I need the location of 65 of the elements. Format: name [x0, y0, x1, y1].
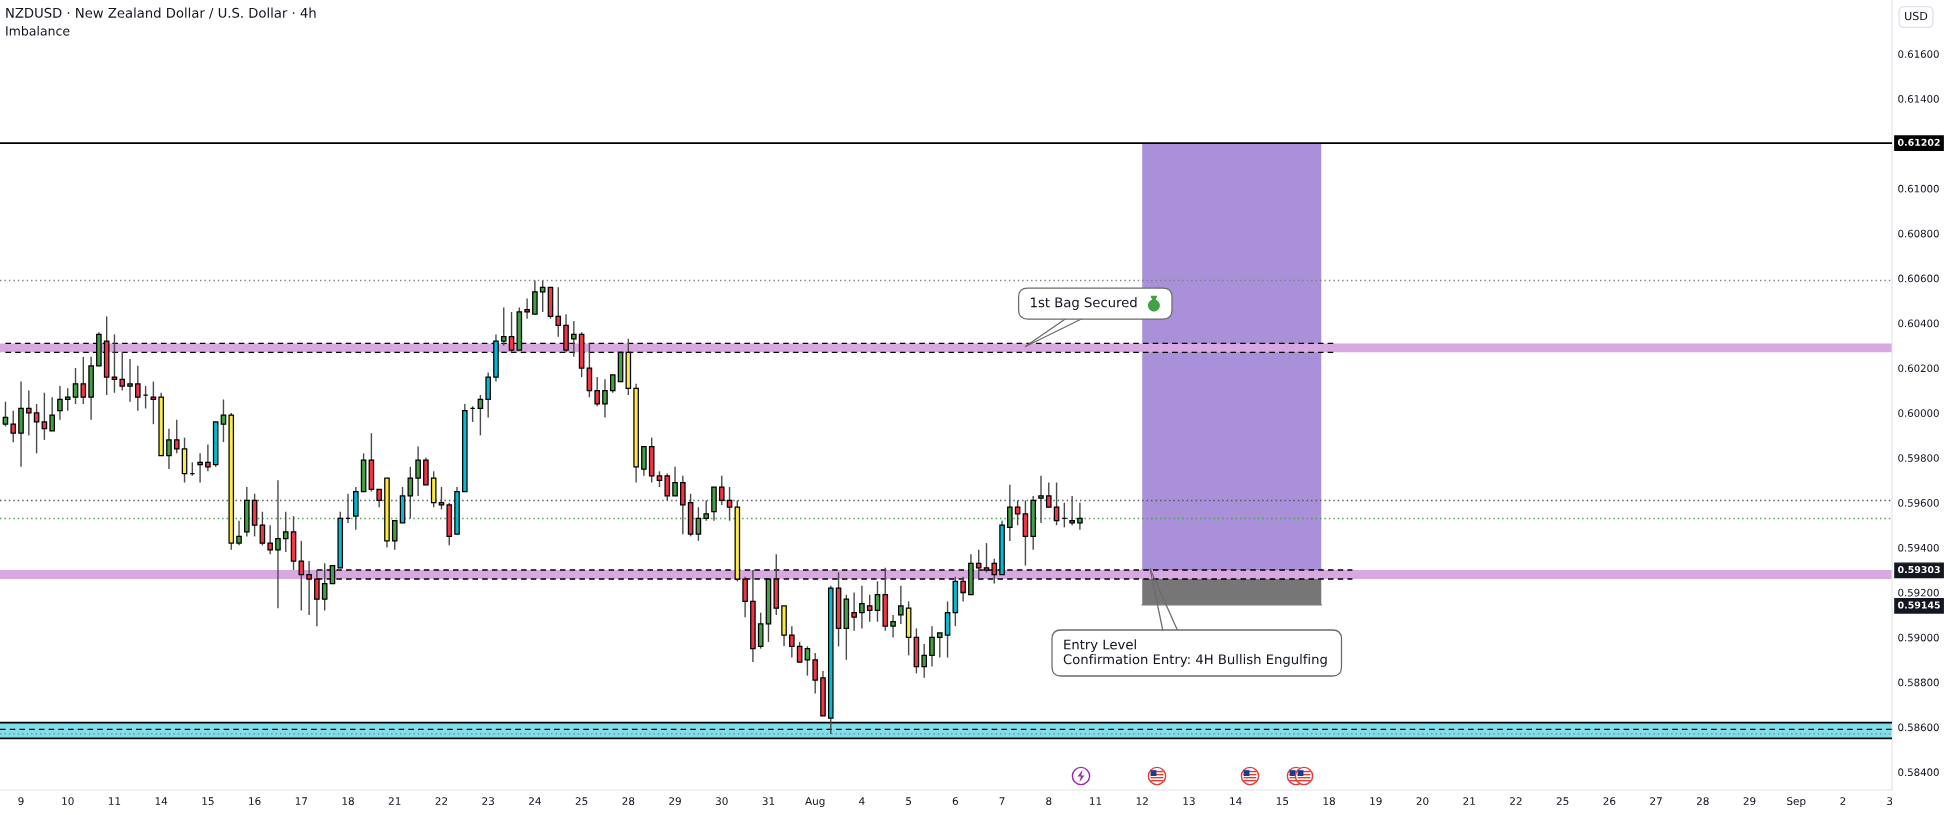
- y-tick-label: 0.61400: [1898, 95, 1939, 103]
- x-tick-label: 9: [18, 797, 24, 806]
- x-tick-label: 22: [435, 797, 448, 805]
- text: Imbalance: [6, 25, 70, 36]
- x-tick-label: 23: [482, 797, 494, 806]
- y-tick-label: 0.59000: [1898, 633, 1939, 642]
- x-tick-label: 28: [622, 797, 635, 806]
- x-tick-label: 15: [1276, 797, 1289, 806]
- y-tick-label: 0.59145: [1898, 601, 1940, 609]
- y-tick-label: 0.61600: [1898, 50, 1939, 58]
- y-tick-label: 0.58400: [1898, 768, 1939, 777]
- x-tick-label: 15: [202, 797, 214, 806]
- x-tick-label: 2: [1840, 797, 1846, 805]
- y-tick-label: 0.59200: [1898, 588, 1939, 597]
- x-tick-label: 7: [999, 797, 1005, 805]
- y-tick-label: 0.60400: [1898, 319, 1939, 328]
- x-tick-label: 6: [952, 797, 958, 806]
- x-tick-label: 11: [108, 797, 121, 805]
- x-tick-label: 26: [1603, 797, 1616, 806]
- x-tick-label: 25: [1556, 797, 1569, 806]
- x-tick-label: 20: [1416, 797, 1429, 806]
- y-tick-label: 0.58600: [1898, 723, 1939, 732]
- y-tick-label: 0.59400: [1898, 543, 1939, 552]
- y-tick-label: 0.58800: [1898, 678, 1939, 687]
- x-tick-label: 22: [1510, 797, 1522, 805]
- y-tick-label: 0.61000: [1898, 184, 1939, 193]
- x-tick-label: 21: [1463, 797, 1475, 805]
- y-tick-label: 0.59303: [1898, 565, 1940, 574]
- x-tick-label: 29: [669, 797, 681, 806]
- x-tick-label: 4: [859, 797, 865, 805]
- x-tick-label: 12: [1136, 797, 1148, 805]
- y-tick-label: 0.60800: [1898, 229, 1939, 238]
- y-axis-title: USD: [1905, 11, 1928, 21]
- x-tick-label: 19: [1370, 797, 1382, 806]
- y-tick-label: 0.59800: [1898, 454, 1939, 462]
- annotation: 1st Bag Secured: [1031, 297, 1137, 310]
- x-tick-label: 13: [1183, 797, 1195, 806]
- x-tick-label: 8: [1046, 797, 1052, 806]
- x-tick-label: 21: [388, 797, 401, 805]
- annotation: Entry Level Confirmation Entry: 4H Bullish Engulfing: [1063, 639, 1327, 667]
- x-tick-label: 27: [1650, 797, 1662, 805]
- x-tick-label: 14: [155, 797, 168, 805]
- y-tick-label: 0.59600: [1898, 499, 1939, 507]
- y-tick-label: 0.60200: [1898, 364, 1939, 373]
- x-tick-label: 17: [295, 797, 308, 805]
- x-tick-label: 5: [906, 797, 912, 806]
- x-tick-label: 10: [62, 797, 74, 806]
- x-tick-label: Aug: [805, 797, 825, 808]
- x-tick-label: Sep: [1787, 797, 1806, 808]
- x-tick-label: 30: [715, 797, 728, 806]
- x-tick-label: 29: [1743, 797, 1756, 806]
- x-tick-label: 18: [1323, 797, 1335, 806]
- x-tick-label: 3: [1887, 797, 1893, 806]
- x-tick-label: 28: [1696, 797, 1709, 806]
- x-tick-label: 31: [762, 797, 775, 806]
- x-tick-label: 18: [342, 797, 354, 806]
- x-tick-label: 25: [575, 797, 588, 806]
- x-tick-label: 14: [1230, 797, 1242, 805]
- y-tick-label: 0.60600: [1898, 274, 1939, 283]
- x-tick-label: 11: [1090, 797, 1102, 805]
- x-tick-label: 16: [249, 797, 261, 806]
- ref-line-label: 0.61202: [1897, 138, 1940, 146]
- y-tick-label: 0.60000: [1898, 409, 1939, 417]
- text: NZDUSD · New Zealand Dollar / U.S. Dollar · 4h: [6, 7, 316, 19]
- x-tick-label: 24: [529, 797, 541, 805]
